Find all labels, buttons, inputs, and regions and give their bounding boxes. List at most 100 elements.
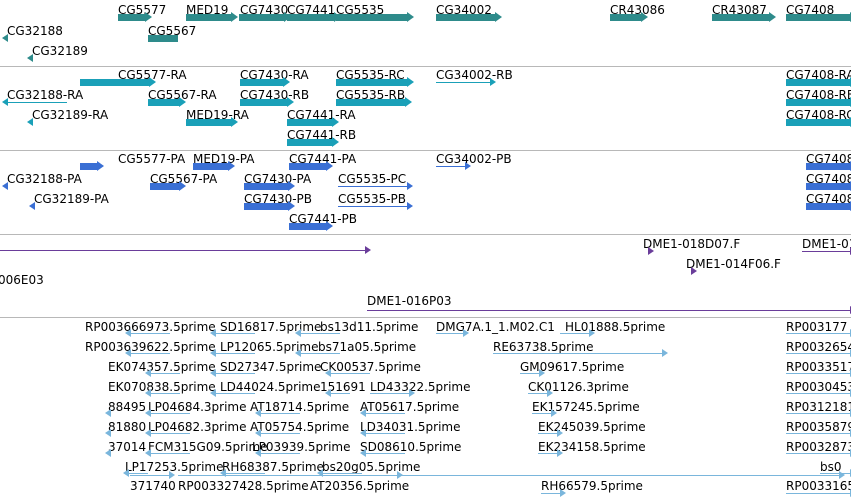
transcript-cg7408-rb-label[interactable]: CG7408-RB (786, 88, 851, 102)
gene-cg7408-label[interactable]: CG7408 (786, 3, 835, 17)
gene-cg34002-label[interactable]: CG34002 (436, 3, 492, 17)
est-re63738-5prime-label[interactable]: RE63738.5prime (493, 340, 594, 354)
protein-cg5577-pa-label[interactable]: CG5577-PA (118, 152, 186, 166)
gene-cg32188-label[interactable]: CG32188 (7, 24, 63, 38)
gene-cg7430-label[interactable]: CG7430 (240, 3, 289, 17)
est-rp003666973-5prime-label[interactable]: RP003666973.5prime (85, 320, 216, 334)
est-bs0-bar (820, 473, 851, 474)
est-371740-label[interactable]: 371740 (130, 479, 176, 493)
protein-cg7441-pa-label[interactable]: CG7441-PA (289, 152, 357, 166)
clone-dme1-014f06-f-label[interactable]: DME1-014F06.F (686, 257, 781, 271)
est-rp0033517-label[interactable]: RP0033517 (786, 360, 851, 374)
protein-cg32188-pa-label[interactable]: CG32188-PA (7, 172, 82, 186)
gene-cg32189-label[interactable]: CG32189 (32, 44, 88, 58)
transcript-cg5535-rb-label[interactable]: CG5535-RB (336, 88, 406, 102)
protein-cg7430-pa-bar (244, 183, 289, 190)
est-ck00537-5prime-label[interactable]: CK00537.5prime (320, 360, 421, 374)
est-hl01888-5prime-label[interactable]: HL01888.5prime (565, 320, 666, 334)
est-sd16817-5prime-label[interactable]: SD16817.5prime (220, 320, 322, 334)
est-ek070838-5prime-label[interactable]: EK070838.5prime (108, 380, 216, 394)
est-lp04684-3prime-label[interactable]: LP04684.3prime (148, 400, 247, 414)
est-at18714-5prime-bar (260, 413, 300, 414)
est-bs20g05-5prime-label[interactable]: bs20g05.5prime (322, 460, 421, 474)
est-lp12065-5prime-label[interactable]: LP12065.5prime (220, 340, 319, 354)
est-ek157245-5prime-label[interactable]: EK157245.5prime (532, 400, 640, 414)
gene-cg5577-label[interactable]: CG5577 (118, 3, 167, 17)
protein-cg32189-pa-label[interactable]: CG32189-PA (34, 192, 109, 206)
transcript-cg7408-ra-label[interactable]: CG7408-RA (786, 68, 851, 82)
est-rh66579-5prime-label[interactable]: RH66579.5prime (541, 479, 643, 493)
est-ld43322-5prime-label[interactable]: LD43322.5prime (370, 380, 471, 394)
est-ek234158-5prime-label[interactable]: EK234158.5prime (538, 440, 646, 454)
est-ld44024-5prime-label[interactable]: LD44024.5prime (220, 380, 321, 394)
gene-cr43087-label[interactable]: CR43087 (712, 3, 767, 17)
est-88495-label[interactable]: 88495 (108, 400, 147, 414)
est-151691-label[interactable]: 151691 (320, 380, 366, 394)
est-rp0312181-bar (786, 413, 851, 414)
gene-cg5567-label[interactable]: CG5567 (148, 24, 197, 38)
est-fcm315g09-5prime-label[interactable]: FCM315G09.5prime (148, 440, 268, 454)
clone-dme1-01-label[interactable]: DME1-01 (802, 237, 851, 251)
est-at05617-5prime-label[interactable]: AT05617.5prime (360, 400, 460, 414)
est-lp03939-5prime-label[interactable]: LP03939.5prime (252, 440, 351, 454)
transcript-cg5577-ra-label[interactable]: CG5577-RA (118, 68, 187, 82)
est-rp0030453-label[interactable]: RP0030453 (786, 380, 851, 394)
transcript-cg7408-rc-bar (786, 119, 851, 126)
transcript-cg7430-ra-label[interactable]: CG7430-RA (240, 68, 309, 82)
gene-med19-label[interactable]: MED19 (186, 3, 229, 17)
est-ek245039-5prime-label[interactable]: EK245039.5prime (538, 420, 646, 434)
gene-cg5535-label[interactable]: CG5535 (336, 3, 385, 17)
transcript-cg7408-rc-label[interactable]: CG7408-RC (786, 108, 851, 122)
est-rp0033165-label[interactable]: RP0033165 (786, 479, 851, 493)
protein-cg7408-label[interactable]: CG7408 (806, 192, 851, 206)
protein-cg34002-pb-label[interactable]: CG34002-PB (436, 152, 512, 166)
est-sd08610-5prime-label[interactable]: SD08610.5prime (360, 440, 462, 454)
est-sd27347-5prime-label[interactable]: SD27347.5prime (220, 360, 322, 374)
transcript-cg5535-rc-label[interactable]: CG5535-RC (336, 68, 405, 82)
est-rp003639622-5prime-label[interactable]: RP003639622.5prime (85, 340, 216, 354)
protein-cg7441-pb-label[interactable]: CG7441-PB (289, 212, 358, 226)
transcript-cg32188-ra-label[interactable]: CG32188-RA (7, 88, 84, 102)
est-37014-label[interactable]: 37014 (108, 440, 147, 454)
clone-006e03-label[interactable]: 006E03 (0, 273, 44, 287)
protein-cg7408-label[interactable]: CG7408 (806, 172, 851, 186)
protein-cg5535-pb-label[interactable]: CG5535-PB (338, 192, 407, 206)
est-at05754-5prime-label[interactable]: AT05754.5prime (250, 420, 350, 434)
est-gm09617-5prime-label[interactable]: GM09617.5prime (520, 360, 625, 374)
est-bs0-label[interactable]: bs0 (820, 460, 842, 474)
est-at20356-5prime-label[interactable]: AT20356.5prime (310, 479, 410, 493)
est-lp04682-3prime-label[interactable]: LP04682.3prime (148, 420, 247, 434)
est-at18714-5prime-label[interactable]: AT18714.5prime (250, 400, 350, 414)
transcript-cg34002-rb-label[interactable]: CG34002-RB (436, 68, 513, 82)
est-ck01126-3prime-bar (528, 393, 548, 394)
protein-cg7430-pb-label[interactable]: CG7430-PB (244, 192, 313, 206)
clone-dme1-016p03-label[interactable]: DME1-016P03 (367, 294, 452, 308)
est-rp0312181-label[interactable]: RP0312181 (786, 400, 851, 414)
transcript-cg5567-ra-label[interactable]: CG5567-RA (148, 88, 217, 102)
est-ck01126-3prime-label[interactable]: CK01126.3prime (528, 380, 629, 394)
est-rp0035879-label[interactable]: RP0035879 (786, 420, 851, 434)
est-ek074357-5prime-label[interactable]: EK074357.5prime (108, 360, 216, 374)
gene-cg7441-label[interactable]: CG7441 (287, 3, 336, 17)
est-lp17253-5prime-arrow-left-icon (123, 469, 129, 477)
protein-cg5567-pa-label[interactable]: CG5567-PA (150, 172, 218, 186)
est-rp0032873-label[interactable]: RP0032873 (786, 440, 851, 454)
protein-med19-pa-label[interactable]: MED19-PA (193, 152, 255, 166)
est-rp003177-label[interactable]: RP003177 (786, 320, 848, 334)
gene-cg32188-arrow-left-icon (2, 34, 8, 42)
est-dmg7a-1-1-m02-c1-label[interactable]: DMG7A.1_1.M02.C1 (436, 320, 555, 334)
gene-cr43086-label[interactable]: CR43086 (610, 3, 665, 17)
est-bs71a05-5prime-label[interactable]: bs71a05.5prime (318, 340, 417, 354)
est-rp003327428-5prime-label[interactable]: RP003327428.5prime (178, 479, 309, 493)
est-81880-label[interactable]: 81880 (108, 420, 147, 434)
clone-dme1-018d07-f-label[interactable]: DME1-018D07.F (643, 237, 741, 251)
est-dmg7a-1-1-m02-c1-bar (436, 333, 464, 334)
est-rp0032654-label[interactable]: RP0032654 (786, 340, 851, 354)
protein-cg5535-pc-label[interactable]: CG5535-PC (338, 172, 407, 186)
est-bs13d11-5prime-label[interactable]: bs13d11.5prime (320, 320, 419, 334)
transcript-cg32189-ra-label[interactable]: CG32189-RA (32, 108, 109, 122)
est-ld34031-5prime-label[interactable]: LD34031.5prime (360, 420, 461, 434)
protein-cg7408-label[interactable]: CG7408 (806, 152, 851, 166)
est-rh68387-5prime-label[interactable]: RH68387.5prime (222, 460, 324, 474)
est-lp17253-5prime-label[interactable]: LP17253.5prime (125, 460, 224, 474)
